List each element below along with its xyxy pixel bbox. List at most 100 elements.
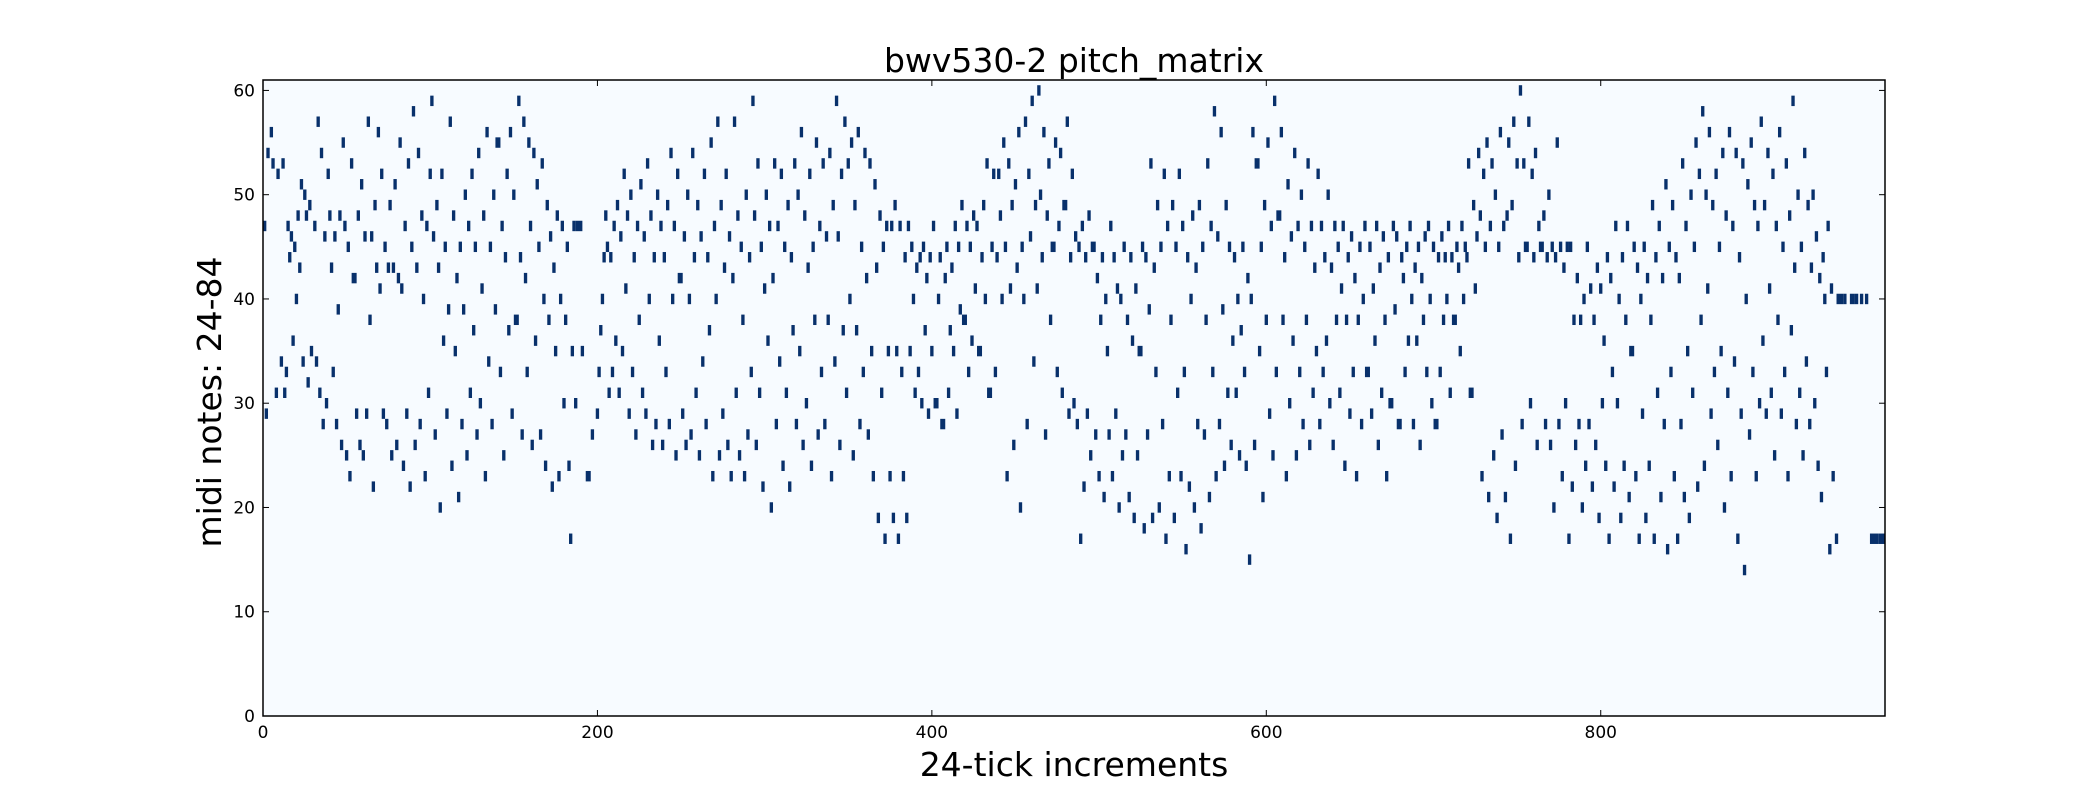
note-cell [1097, 470, 1101, 482]
note-cell [304, 210, 309, 221]
note-cell [380, 168, 384, 180]
note-cell [560, 220, 564, 232]
note-cell [1772, 450, 1777, 461]
note-cell [1176, 387, 1180, 398]
note-cell [1410, 293, 1414, 305]
note-cell [1401, 272, 1406, 284]
note-cell [1189, 293, 1193, 305]
note-cell [1272, 95, 1277, 107]
note-cell [799, 126, 804, 138]
note-cell [1558, 241, 1563, 253]
note-cell [1612, 481, 1616, 492]
note-cell [1082, 481, 1086, 492]
note-cell [896, 533, 901, 544]
note-cell [778, 356, 782, 367]
note-cell [1309, 220, 1314, 232]
note-cell [368, 314, 372, 326]
note-cell [660, 439, 665, 451]
note-cell [655, 189, 660, 200]
note-cell [1657, 220, 1661, 232]
note-cell [415, 262, 419, 273]
y-axis-label: midi notes: 24-84 [190, 257, 229, 548]
note-cell [326, 168, 330, 180]
note-cell [1356, 314, 1360, 326]
note-cell [585, 470, 591, 482]
note-cell [761, 481, 765, 492]
note-cell [1219, 126, 1223, 138]
note-cell [732, 116, 737, 127]
note-cell [851, 450, 855, 461]
note-cell [331, 366, 335, 378]
note-cell [375, 262, 379, 273]
note-cell [334, 418, 339, 430]
note-cell [913, 387, 917, 398]
note-cell [972, 210, 976, 221]
note-cell [985, 158, 989, 169]
note-cell [1264, 314, 1268, 326]
note-cell [1505, 210, 1509, 221]
note-cell [717, 450, 722, 461]
note-cell [306, 377, 310, 388]
note-cell [767, 220, 772, 232]
note-cell [1533, 147, 1538, 159]
note-cell [816, 429, 820, 440]
note-cell [1308, 439, 1312, 451]
note-cell [1142, 523, 1146, 534]
note-cell [473, 241, 478, 253]
note-cell [1777, 126, 1782, 138]
note-cell [650, 439, 655, 451]
note-cell [992, 168, 996, 180]
note-cell [1471, 199, 1476, 211]
note-cell [543, 460, 548, 471]
note-cell [1354, 470, 1359, 482]
note-cell [508, 126, 513, 138]
note-cell [1741, 158, 1745, 169]
note-cell [1408, 220, 1412, 232]
note-cell [818, 220, 822, 232]
note-cell [1232, 252, 1237, 263]
note-cell [1635, 262, 1640, 273]
note-cell [1104, 293, 1108, 305]
note-cell [1416, 241, 1421, 253]
note-cell [995, 252, 999, 263]
note-cell [798, 345, 802, 357]
note-cell [348, 470, 352, 482]
note-cell [1859, 293, 1864, 305]
note-cell [652, 252, 656, 263]
note-cell [1371, 283, 1375, 294]
note-cell [433, 429, 437, 440]
note-cell [1473, 283, 1477, 294]
note-cell [1224, 199, 1228, 211]
note-cell [674, 450, 678, 461]
note-cell [1537, 220, 1541, 232]
note-cell [1614, 220, 1618, 232]
note-cell [1403, 366, 1407, 378]
note-cell [477, 147, 481, 159]
note-cell [951, 345, 956, 357]
note-cell [318, 387, 322, 398]
note-cell [846, 158, 850, 169]
chart-title: bwv530-2 pitch_matrix [884, 41, 1264, 80]
note-cell [356, 210, 360, 221]
note-cell [1824, 366, 1829, 378]
note-cell [286, 220, 290, 232]
note-cell [1831, 470, 1835, 482]
note-cell [349, 158, 354, 169]
note-cell [294, 293, 299, 305]
note-cell [632, 252, 636, 263]
note-cell [1829, 283, 1834, 294]
note-cell [467, 220, 471, 232]
note-cell [371, 481, 376, 492]
note-cell [1793, 262, 1797, 273]
note-cell [431, 231, 436, 242]
note-cell [365, 408, 369, 419]
note-cell [1351, 366, 1355, 378]
note-cell [1513, 460, 1518, 471]
note-cell [639, 179, 643, 190]
note-cell [558, 293, 563, 305]
note-cell [630, 366, 635, 378]
note-cell [1585, 241, 1590, 253]
note-cell [1393, 304, 1397, 315]
note-cell [555, 210, 559, 221]
note-cell [299, 179, 304, 190]
